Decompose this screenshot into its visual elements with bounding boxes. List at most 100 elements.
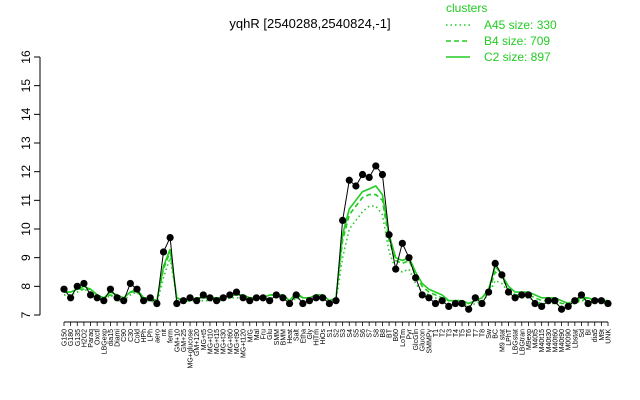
x-tick-label: C30 bbox=[128, 329, 135, 342]
y-tick-label: 16 bbox=[19, 50, 33, 64]
data-point bbox=[146, 294, 154, 302]
data-point bbox=[140, 297, 148, 305]
x-tick-label: HiOs bbox=[320, 329, 327, 345]
x-tick-label: MG+glucose bbox=[188, 329, 195, 369]
x-tick-label: MG+t5 bbox=[201, 329, 208, 350]
x-tick-label: Diami bbox=[115, 329, 122, 347]
x-tick-label: H2O2 bbox=[81, 329, 88, 347]
legend-title: clusters bbox=[446, 1, 487, 15]
data-point bbox=[412, 274, 420, 282]
y-tick-label: 12 bbox=[19, 165, 33, 179]
x-tick-label: G150 bbox=[62, 329, 69, 346]
data-point bbox=[166, 234, 174, 242]
data-point bbox=[285, 299, 294, 308]
data-point bbox=[212, 297, 221, 305]
x-tick-label: Glu bbox=[267, 329, 274, 340]
data-point bbox=[159, 248, 168, 256]
x-tick-label: Sw bbox=[486, 328, 493, 339]
x-tick-label: Fru bbox=[261, 329, 268, 340]
x-tick-label: G180 bbox=[68, 329, 75, 346]
x-tick-label: T5 bbox=[460, 329, 467, 337]
data-point bbox=[272, 291, 280, 299]
data-point bbox=[498, 271, 506, 279]
x-tick-label: S1 bbox=[327, 329, 334, 338]
y-tick-label: 11 bbox=[19, 194, 33, 207]
x-tick-label: T3 bbox=[446, 329, 453, 337]
data-point bbox=[577, 291, 586, 299]
x-tick-label: T4 bbox=[453, 329, 460, 337]
data-point bbox=[584, 299, 592, 308]
data-point bbox=[279, 294, 287, 302]
data-point bbox=[319, 294, 327, 302]
data-point bbox=[478, 299, 486, 308]
data-point bbox=[93, 294, 101, 302]
series-lines bbox=[63, 165, 609, 311]
x-tick-label: GM+10 bbox=[174, 329, 181, 352]
chart-title: yqhR [2540288,2540824,-1] bbox=[229, 16, 390, 31]
data-point bbox=[153, 299, 161, 308]
data-point bbox=[518, 291, 526, 299]
x-tick-label: LBGstat bbox=[513, 329, 520, 354]
x-tick-label: LPh bbox=[148, 329, 155, 342]
data-point bbox=[385, 231, 393, 239]
x-tick-label: MG+t10 bbox=[207, 329, 214, 354]
x-tick-label: Heat bbox=[287, 329, 294, 344]
x-tick-label: aero bbox=[154, 329, 161, 343]
data-point bbox=[113, 294, 121, 302]
x-tick-label: S4 bbox=[347, 329, 354, 338]
legend: clusters A45 size: 330 B4 size: 709 C2 siz… bbox=[446, 1, 557, 64]
series-line-3 bbox=[63, 165, 609, 311]
data-point bbox=[299, 299, 307, 308]
x-tick-label: Glucon bbox=[420, 329, 427, 351]
x-tick-label: M/G bbox=[247, 329, 254, 342]
data-point bbox=[491, 259, 499, 267]
x-tick-label: GlcGln bbox=[413, 329, 420, 351]
data-points bbox=[60, 162, 612, 313]
y-tick-label: 10 bbox=[19, 222, 33, 236]
data-point bbox=[232, 288, 241, 296]
x-tick-label: B60 bbox=[393, 329, 400, 342]
x-tick-label: S6 bbox=[360, 329, 367, 338]
data-point bbox=[206, 294, 214, 302]
data-point bbox=[199, 291, 207, 299]
data-point bbox=[305, 297, 314, 305]
data-point bbox=[425, 294, 433, 302]
x-tick-label: M9 stat bbox=[499, 329, 506, 352]
y-tick-label: 14 bbox=[19, 107, 33, 121]
x-tick-label: HPh bbox=[141, 329, 148, 343]
y-tick-label: 7 bbox=[19, 311, 33, 318]
data-point bbox=[106, 285, 115, 293]
x-tick-label: Oxctl bbox=[95, 329, 102, 345]
legend-label: B4 size: 709 bbox=[484, 34, 550, 48]
data-point bbox=[339, 216, 347, 224]
x-tick-label: ferm bbox=[168, 329, 175, 343]
x-tick-label: BT bbox=[387, 328, 394, 338]
x-tick-label: Pyr bbox=[406, 328, 413, 339]
data-point bbox=[100, 297, 108, 305]
data-point bbox=[345, 176, 353, 184]
data-point bbox=[378, 170, 387, 179]
data-point bbox=[60, 285, 68, 293]
data-point bbox=[193, 297, 201, 305]
data-point bbox=[597, 297, 605, 305]
data-point bbox=[120, 297, 128, 305]
data-point bbox=[445, 302, 453, 310]
data-point bbox=[126, 279, 134, 288]
y-tick-label: 13 bbox=[19, 136, 33, 150]
x-tick-label: UNK bbox=[606, 329, 613, 344]
y-tick-label: 9 bbox=[19, 254, 33, 261]
data-point bbox=[358, 170, 367, 179]
data-point bbox=[325, 299, 333, 308]
data-point bbox=[133, 285, 141, 293]
data-point bbox=[471, 294, 479, 302]
data-point bbox=[451, 299, 460, 308]
x-tick-label: LoTm bbox=[400, 329, 407, 347]
data-point bbox=[246, 297, 254, 305]
data-point bbox=[538, 302, 546, 310]
data-point bbox=[312, 294, 320, 302]
x-tick-label: GM+25 bbox=[181, 329, 188, 352]
x-tick-label: dia15 bbox=[108, 329, 115, 346]
data-point bbox=[511, 294, 519, 302]
x-axis: G150 G180 G135 H2O2 Paraq Oxctl LBGexp dia15 Dia… bbox=[62, 321, 613, 369]
